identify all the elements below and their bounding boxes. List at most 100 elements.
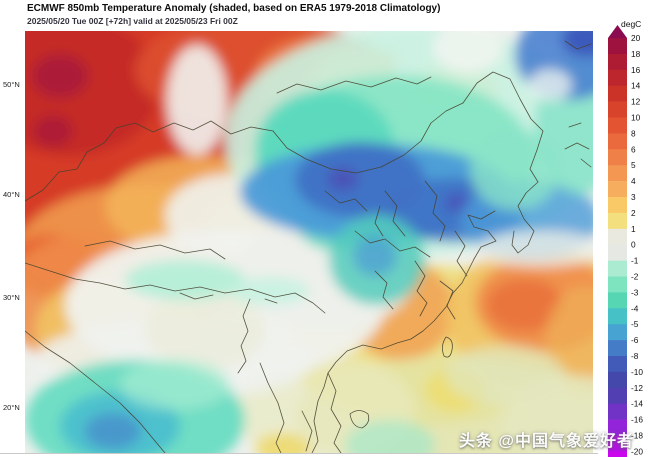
lat-tick-label: 20°N (3, 403, 20, 412)
colorbar-tick: -18 (631, 431, 643, 441)
border-path (511, 181, 539, 254)
anomaly-blob (528, 69, 572, 101)
colorbar-tick: -10 (631, 367, 643, 377)
colorbar-segment (608, 371, 627, 389)
border-path (272, 102, 464, 174)
colorbar-tick: 20 (631, 33, 641, 43)
colorbar-units-label: degC (621, 19, 641, 29)
border-path (414, 260, 428, 317)
colorbar-segment (608, 387, 627, 404)
colorbar-tick: 5 (631, 160, 636, 170)
border-path (424, 180, 446, 242)
border-path (467, 210, 497, 260)
colorbar-tick: -20 (631, 446, 643, 456)
colorbar-segment (608, 85, 627, 102)
colorbar-segment (608, 308, 627, 325)
anomaly-blob (345, 420, 435, 453)
colorbar-legend: degC 20 18 16 14 12 10 8 6 5 4 3 2 1 0 -1 -2 -3 -4 -5 -6 -8-… (600, 0, 650, 457)
colorbar-tick: 1 (631, 224, 636, 234)
colorbar-tick: -3 (631, 287, 639, 297)
colorbar-tick: 6 (631, 144, 636, 154)
colorbar-segment (608, 244, 627, 261)
anomaly-blob (33, 115, 73, 147)
colorbar-segment (608, 324, 627, 341)
anomaly-shading-layer (25, 31, 593, 453)
colorbar-segment (608, 356, 627, 373)
anomaly-blob (353, 236, 397, 276)
border-path (354, 230, 431, 258)
border-path (564, 40, 592, 50)
border-path (25, 262, 326, 314)
border-path (384, 190, 406, 237)
border-path (454, 230, 468, 277)
anomaly-blob (125, 260, 245, 300)
colorbar-segment (608, 181, 627, 198)
colorbar-segment (608, 260, 627, 277)
border-path (442, 336, 453, 358)
colorbar-segment (608, 340, 627, 357)
colorbar-tick: -16 (631, 415, 643, 425)
colorbar-arrow-icon (608, 25, 627, 38)
anomaly-blob (433, 31, 503, 73)
colorbar-segment (608, 276, 627, 293)
colorbar-tick: 12 (631, 97, 641, 107)
border-path (84, 240, 226, 260)
border-path (237, 298, 285, 453)
colorbar-tick: 3 (631, 192, 636, 202)
border-path (374, 270, 394, 310)
border-path (276, 76, 432, 94)
temperature-anomaly-map (25, 31, 593, 453)
anomaly-blob (167, 45, 227, 155)
anomaly-blob (470, 130, 560, 210)
colorbar-segment (608, 101, 627, 118)
anomaly-blob (32, 54, 88, 98)
page-title: ECMWF 850mb Temperature Anomaly (shaded,… (27, 3, 441, 14)
map-bottom-edge (0, 453, 598, 457)
colorbar-segment (608, 419, 627, 436)
colorbar-tick: 2 (631, 208, 636, 218)
colorbar-tick: 4 (631, 176, 636, 186)
colorbar-segment (608, 292, 627, 309)
colorbar-tick: 16 (631, 65, 641, 75)
anomaly-blob (230, 277, 310, 305)
border-path (374, 205, 384, 237)
lat-tick-label: 50°N (3, 80, 20, 89)
colorbar-segment (608, 435, 627, 452)
anomaly-blob (327, 167, 359, 191)
colorbar-tick: -14 (631, 399, 643, 409)
border-path (179, 292, 278, 304)
border-path (564, 122, 592, 168)
colorbar-segment (608, 403, 627, 420)
colorbar-segment (608, 228, 627, 245)
colorbar-tick: 10 (631, 113, 641, 123)
colorbar-tick: -1 (631, 256, 639, 266)
anomaly-blob (85, 413, 141, 449)
anomaly-blob (562, 31, 593, 57)
colorbar-segment (608, 212, 627, 230)
colorbar-segment (608, 165, 627, 182)
lat-tick-label: 40°N (3, 190, 20, 199)
colorbar-tick: 0 (631, 240, 636, 250)
colorbar-segment (608, 149, 627, 166)
colorbar-tick: 8 (631, 128, 636, 138)
colorbar-tick: -8 (631, 351, 639, 361)
colorbar-segment (608, 53, 627, 71)
anomaly-blob (145, 290, 265, 370)
colorbar-segment (608, 133, 627, 150)
colorbar-tick: 18 (631, 49, 641, 59)
anomaly-blob (255, 433, 311, 453)
colorbar-tick: -5 (631, 319, 639, 329)
colorbar-segment (608, 197, 627, 214)
border-path (462, 71, 544, 183)
colorbar-tick: -2 (631, 272, 639, 282)
border-path (25, 330, 166, 453)
border-path (25, 120, 274, 202)
colorbar-segments (608, 38, 627, 457)
colorbar-tick: 14 (631, 81, 641, 91)
colorbar-segment (608, 69, 627, 86)
coastline-border-layer (25, 40, 592, 453)
colorbar-segment (608, 117, 627, 134)
colorbar-tick: -6 (631, 335, 639, 345)
anomaly-blob (475, 231, 593, 267)
